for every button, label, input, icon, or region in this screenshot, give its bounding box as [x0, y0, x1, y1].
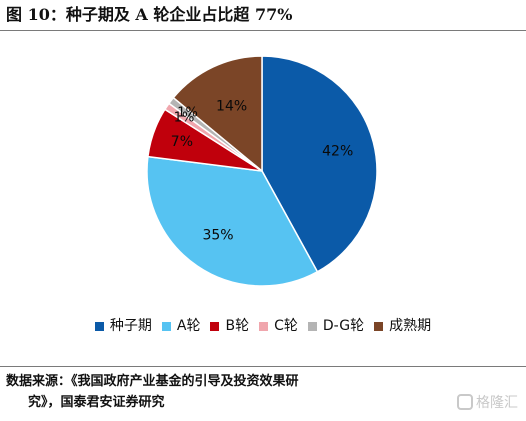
data-label-4: 1%: [174, 111, 195, 126]
source-line-2: 究》，国泰君安证券研究: [28, 395, 165, 410]
data-label-3: 7%: [171, 134, 193, 150]
legend-swatch-3: [210, 321, 220, 331]
pie-chart: 42% 35% 7% 1%1% 14%: [146, 55, 378, 287]
source-note: 数据来源：《我国政府产业基金的引导及投资效果研 究》，国泰君安证券研究: [6, 371, 426, 413]
data-label-6: 14%: [216, 99, 247, 115]
data-label-2: 35%: [202, 228, 233, 244]
legend-item-4: C轮: [259, 317, 298, 335]
pie-slice-2: [146, 155, 319, 287]
legend-label-2: A轮: [176, 318, 201, 334]
legend-label-6: 成熟期: [389, 318, 432, 334]
legend-swatch-5: [307, 321, 317, 331]
chart-legend: 种子期 A轮 B轮 C轮 D-G轮 成熟期: [0, 317, 526, 335]
legend-label-4: C轮: [274, 318, 298, 334]
source-divider: [0, 366, 526, 367]
legend-swatch-4: [259, 321, 269, 331]
pie-slice-6: [172, 55, 263, 173]
data-label-5: 1%: [177, 106, 198, 121]
legend-swatch-1: [94, 321, 104, 331]
data-label-1: 42%: [322, 144, 353, 160]
legend-item-2: A轮: [161, 317, 201, 335]
legend-swatch-2: [161, 321, 171, 331]
pie-slice-1: [261, 55, 378, 273]
legend-item-3: B轮: [210, 317, 249, 335]
legend-label-5: D-G轮: [322, 318, 365, 334]
glh-logo-icon: [457, 394, 473, 410]
title-divider: [0, 30, 526, 31]
watermark-text: 格隆汇: [476, 395, 518, 411]
legend-item-5: D-G轮: [307, 317, 365, 335]
legend-item-1: 种子期: [94, 317, 152, 335]
source-line-1: 数据来源：《我国政府产业基金的引导及投资效果研: [6, 374, 299, 389]
chart-title: 图 10：种子期及 A 轮企业占比超 77%: [6, 5, 293, 24]
legend-swatch-6: [374, 321, 384, 331]
legend-item-6: 成熟期: [374, 317, 431, 335]
legend-label-1: 种子期: [109, 318, 152, 334]
watermark: 格隆汇: [457, 392, 518, 412]
legend-label-3: B轮: [225, 318, 250, 334]
